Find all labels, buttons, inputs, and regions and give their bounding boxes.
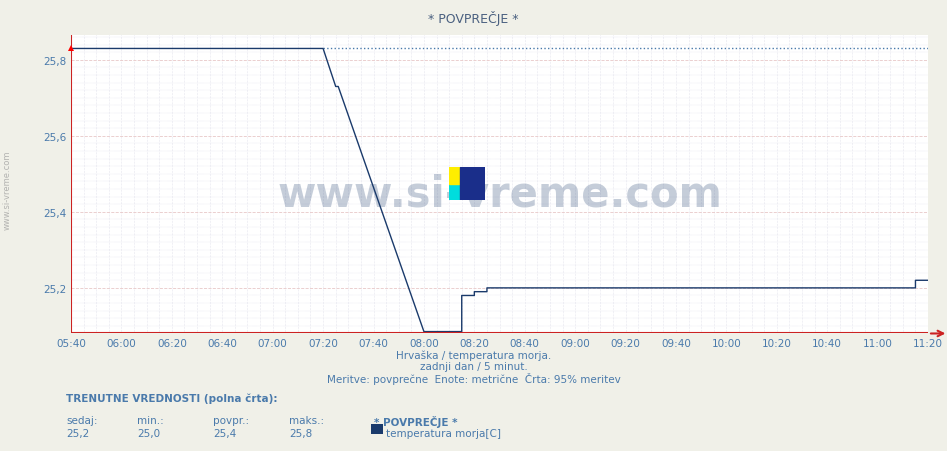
Text: Meritve: povprečne  Enote: metrične  Črta: 95% meritev: Meritve: povprečne Enote: metrične Črta:… <box>327 372 620 384</box>
Polygon shape <box>449 184 485 201</box>
Text: 25,0: 25,0 <box>137 428 160 438</box>
Text: * POVPREČJE *: * POVPREČJE * <box>428 11 519 26</box>
Text: min.:: min.: <box>137 415 164 425</box>
Polygon shape <box>449 167 467 184</box>
Text: zadnji dan / 5 minut.: zadnji dan / 5 minut. <box>420 361 527 371</box>
Text: 25,8: 25,8 <box>289 428 313 438</box>
Text: www.si-vreme.com: www.si-vreme.com <box>277 173 722 215</box>
Text: www.si-vreme.com: www.si-vreme.com <box>3 150 12 229</box>
Text: * POVPREČJE *: * POVPREČJE * <box>374 415 457 427</box>
Text: TRENUTNE VREDNOSTI (polna črta):: TRENUTNE VREDNOSTI (polna črta): <box>66 392 277 403</box>
Text: 25,4: 25,4 <box>213 428 237 438</box>
Text: temperatura morja[C]: temperatura morja[C] <box>386 428 501 438</box>
Text: povpr.:: povpr.: <box>213 415 249 425</box>
Text: sedaj:: sedaj: <box>66 415 98 425</box>
Text: 25,2: 25,2 <box>66 428 90 438</box>
Text: Hrvaška / temperatura morja.: Hrvaška / temperatura morja. <box>396 350 551 360</box>
Text: maks.:: maks.: <box>289 415 324 425</box>
Polygon shape <box>460 167 485 201</box>
